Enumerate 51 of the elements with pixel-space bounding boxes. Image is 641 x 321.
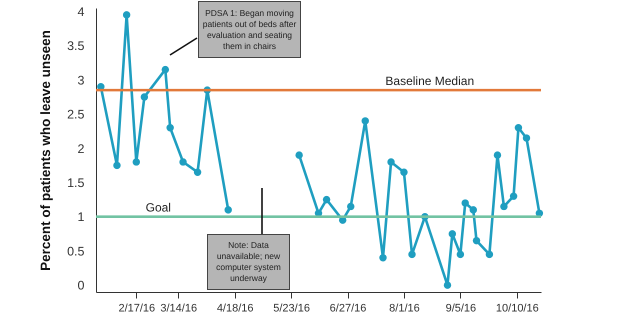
point — [140, 93, 148, 101]
x-tick-label: 10/10/16 — [496, 302, 539, 314]
point — [448, 230, 456, 238]
y-tick-label: 1.5 — [67, 176, 85, 190]
point — [132, 158, 140, 166]
point — [295, 151, 303, 159]
annotation: Note: Data unavailable; new computer system underway — [215, 240, 282, 284]
x-tick-label: 8/1/16 — [389, 302, 420, 314]
point — [462, 199, 469, 207]
point — [194, 168, 202, 176]
point — [486, 250, 494, 258]
y-tick-label: 2 — [78, 142, 85, 156]
point — [472, 236, 480, 244]
x-tick-label: 3/14/16 — [160, 302, 198, 314]
point — [514, 124, 522, 132]
x-tick-label: 2/17/16 — [118, 302, 156, 314]
point — [322, 196, 330, 204]
annotation: PDSA 1: Began moving patients out of beds after evaluation and seating them in chairs — [202, 8, 297, 52]
y-tick-label: 3 — [78, 73, 85, 88]
y-tick-label: 0.5 — [67, 244, 85, 258]
y-tick-label: 2.5 — [67, 108, 85, 122]
point — [224, 206, 232, 214]
y-tick-label: 3.5 — [67, 39, 85, 54]
x-tick-label: 5/23/16 — [273, 302, 310, 314]
x-tick-label: 9/5/16 — [446, 302, 476, 314]
y-tick-label: 1 — [78, 210, 85, 224]
y-axis-title: Percent of patients who leave unseen — [38, 30, 54, 271]
point — [379, 254, 387, 262]
point — [162, 66, 170, 74]
point — [113, 162, 121, 170]
point — [400, 168, 408, 176]
ref-line-label: Goal — [146, 200, 171, 215]
point — [408, 250, 416, 258]
point — [494, 151, 502, 159]
point — [166, 124, 174, 132]
point — [387, 158, 395, 166]
point — [456, 250, 464, 258]
point — [362, 117, 369, 125]
point — [470, 206, 477, 214]
ref-line-label: Baseline Median — [385, 74, 474, 88]
x-tick-label: 6/27/16 — [330, 302, 366, 314]
point — [510, 192, 518, 200]
y-tick-label: 0 — [78, 278, 85, 293]
point — [522, 134, 530, 142]
point — [347, 202, 354, 210]
point — [444, 281, 452, 289]
point — [122, 11, 130, 19]
y-tick-label: 4 — [78, 4, 85, 19]
point — [500, 202, 508, 210]
x-tick-label: 4/18/16 — [216, 302, 254, 314]
point — [179, 158, 187, 166]
